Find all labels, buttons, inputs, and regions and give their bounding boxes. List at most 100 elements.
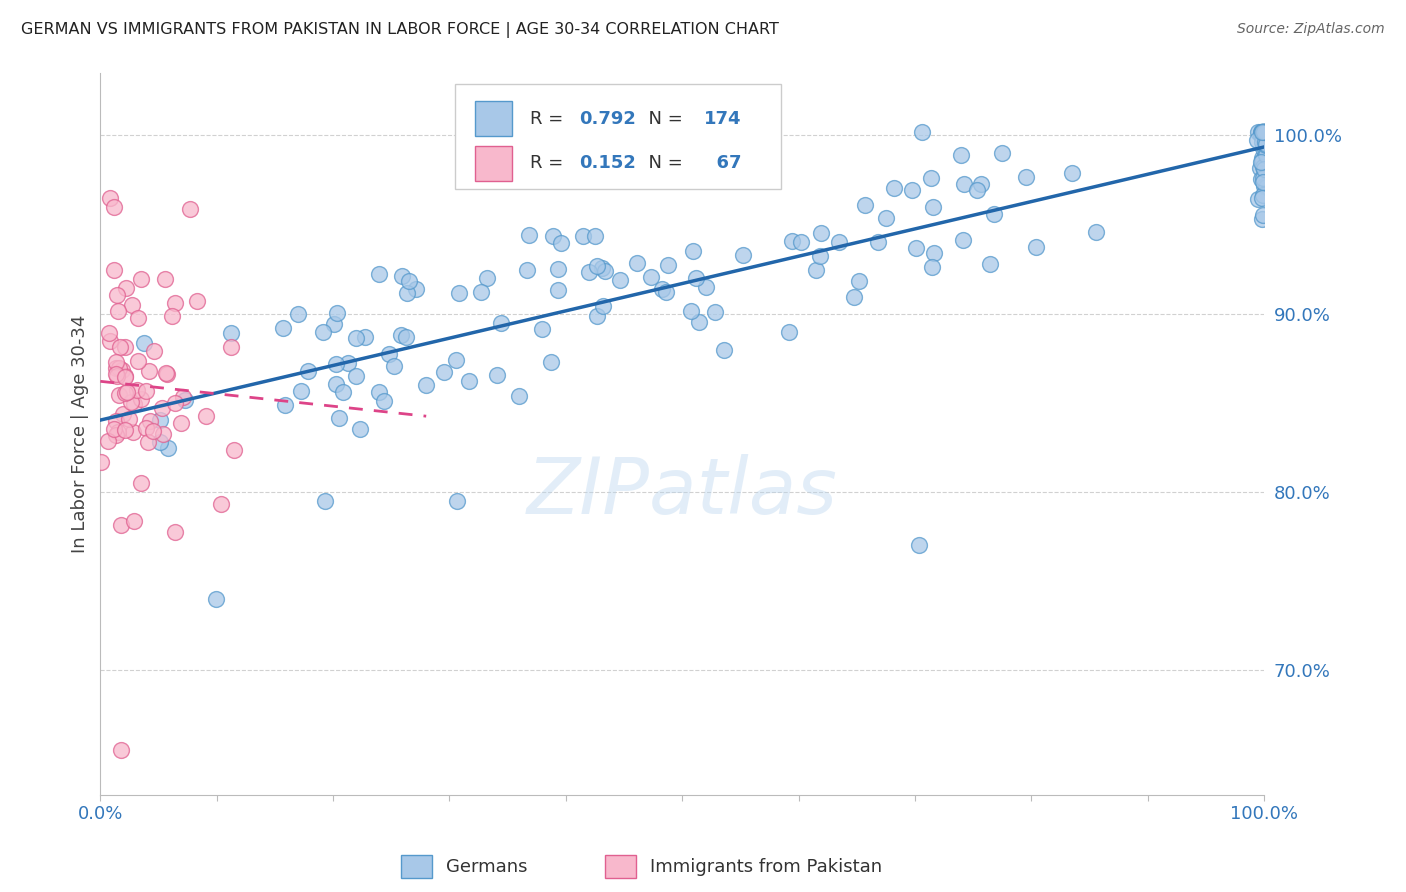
Point bbox=[103, 200, 125, 214]
Point bbox=[1250, 125, 1272, 139]
Point bbox=[204, 591, 226, 606]
Text: 174: 174 bbox=[704, 110, 742, 128]
Point bbox=[848, 275, 870, 289]
Point bbox=[1251, 125, 1274, 139]
Point bbox=[135, 421, 157, 435]
Point bbox=[132, 335, 155, 350]
Point bbox=[221, 326, 243, 340]
Point bbox=[121, 298, 143, 312]
Point bbox=[1246, 133, 1268, 147]
Text: 0.792: 0.792 bbox=[579, 110, 636, 128]
Point bbox=[1254, 141, 1277, 155]
Point bbox=[1256, 133, 1278, 147]
Point bbox=[470, 285, 492, 299]
Point bbox=[115, 384, 138, 399]
Point bbox=[382, 359, 405, 374]
Point bbox=[1251, 125, 1274, 139]
Point bbox=[153, 272, 176, 286]
Point bbox=[547, 283, 569, 297]
Point bbox=[332, 385, 354, 400]
Point bbox=[152, 427, 174, 442]
Point bbox=[1250, 125, 1272, 139]
Point bbox=[135, 384, 157, 398]
Point bbox=[949, 147, 972, 161]
Point bbox=[1251, 170, 1274, 185]
Point bbox=[98, 334, 121, 348]
Point bbox=[110, 743, 132, 757]
Point bbox=[1251, 161, 1274, 175]
Point bbox=[1246, 192, 1268, 206]
Text: Germans: Germans bbox=[446, 857, 527, 876]
Y-axis label: In Labor Force | Age 30-34: In Labor Force | Age 30-34 bbox=[72, 315, 89, 553]
Point bbox=[156, 442, 179, 456]
Point bbox=[354, 330, 377, 344]
Point bbox=[778, 325, 800, 339]
Point bbox=[1251, 212, 1274, 227]
Point bbox=[114, 369, 136, 384]
Point bbox=[110, 518, 132, 533]
Point bbox=[586, 260, 609, 274]
Point bbox=[139, 414, 162, 428]
Point bbox=[1254, 131, 1277, 145]
Point bbox=[883, 180, 905, 194]
Point bbox=[1256, 125, 1278, 139]
Point bbox=[626, 256, 648, 270]
Point bbox=[1253, 125, 1275, 139]
Point bbox=[1251, 125, 1274, 139]
Point bbox=[682, 244, 704, 259]
Point bbox=[105, 414, 128, 428]
Point bbox=[1254, 138, 1277, 153]
Point bbox=[572, 229, 595, 244]
Point bbox=[983, 207, 1005, 221]
Point bbox=[609, 273, 631, 287]
Point bbox=[1254, 137, 1277, 152]
Point bbox=[457, 375, 479, 389]
Point bbox=[1254, 125, 1277, 139]
Point bbox=[1256, 138, 1278, 153]
Point bbox=[1254, 125, 1277, 139]
Point bbox=[808, 249, 831, 263]
Point bbox=[328, 411, 350, 425]
Point bbox=[583, 229, 606, 244]
Point bbox=[540, 355, 562, 369]
Point bbox=[344, 369, 367, 384]
Point bbox=[655, 285, 678, 299]
Point bbox=[344, 331, 367, 345]
Point bbox=[367, 268, 389, 282]
Point bbox=[314, 494, 336, 508]
Point bbox=[1254, 125, 1277, 139]
Point bbox=[921, 260, 943, 274]
Point bbox=[790, 235, 813, 250]
Point bbox=[1254, 125, 1277, 139]
Point bbox=[853, 198, 876, 212]
Point bbox=[103, 262, 125, 277]
Point bbox=[127, 311, 149, 326]
Point bbox=[904, 241, 927, 255]
Point bbox=[114, 369, 136, 384]
Point bbox=[922, 245, 945, 260]
Point bbox=[1254, 125, 1277, 139]
Point bbox=[1246, 125, 1268, 139]
Point bbox=[516, 263, 538, 277]
Point bbox=[170, 416, 193, 430]
Point bbox=[1251, 153, 1274, 168]
Point bbox=[591, 261, 613, 276]
Point bbox=[173, 392, 195, 407]
Point bbox=[491, 316, 513, 330]
Point bbox=[1253, 125, 1275, 139]
Text: R =: R = bbox=[530, 110, 569, 128]
Point bbox=[901, 183, 924, 197]
Point bbox=[103, 422, 125, 436]
Point bbox=[129, 271, 152, 285]
Point bbox=[325, 357, 347, 371]
Point bbox=[108, 340, 131, 354]
Point bbox=[1251, 135, 1274, 149]
Point bbox=[1250, 191, 1272, 205]
Point bbox=[271, 321, 294, 335]
Text: 0.152: 0.152 bbox=[579, 154, 636, 172]
Point bbox=[165, 395, 187, 409]
Point bbox=[114, 385, 136, 400]
Point bbox=[911, 125, 934, 139]
Point bbox=[586, 309, 609, 323]
Point bbox=[1256, 125, 1278, 139]
